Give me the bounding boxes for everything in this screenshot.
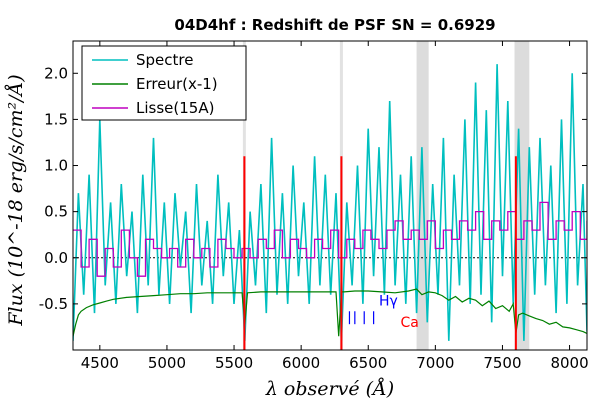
y-tick-label: -0.5 bbox=[39, 295, 68, 313]
x-tick-label: 4500 bbox=[81, 354, 119, 372]
erreur-line bbox=[73, 288, 587, 337]
legend-label: Spectre bbox=[136, 51, 193, 69]
x-axis-ticks: 4500 5000 5500 6000 6500 7000 7500 8000 bbox=[81, 41, 589, 372]
x-tick-label: 5500 bbox=[215, 354, 253, 372]
y-tick-label: 2.0 bbox=[44, 64, 68, 82]
line-annotation: Ca bbox=[400, 315, 418, 331]
x-tick-label: 8000 bbox=[550, 354, 588, 372]
legend: Spectre Erreur(x-1) Lisse(15A) bbox=[81, 45, 247, 121]
y-tick-label: 1.5 bbox=[44, 110, 68, 128]
x-axis-label: λ observé (Å) bbox=[265, 378, 394, 400]
lisse-line bbox=[73, 201, 587, 277]
chart-title: 04D4hf : Redshift de PSF SN = 0.6929 bbox=[174, 16, 495, 34]
x-tick-label: 7500 bbox=[483, 354, 521, 372]
x-tick-label: 5000 bbox=[148, 354, 186, 372]
legend-label: Lisse(15A) bbox=[136, 99, 214, 117]
y-axis-label: Flux (10^-18 erg/s/cm²/Å) bbox=[5, 74, 27, 326]
y-tick-label: 1.0 bbox=[44, 157, 68, 175]
line-annotation: Hγ bbox=[379, 294, 398, 310]
y-tick-label: 0.0 bbox=[44, 249, 68, 267]
x-tick-label: 6000 bbox=[282, 354, 320, 372]
y-tick-label: 0.5 bbox=[44, 203, 68, 221]
x-tick-label: 7000 bbox=[416, 354, 454, 372]
axes-frame bbox=[72, 40, 588, 351]
legend-label: Erreur(x-1) bbox=[136, 75, 218, 93]
x-tick-label: 6500 bbox=[349, 354, 387, 372]
y-axis-ticks: -0.5 0.0 0.5 1.0 1.5 2.0 bbox=[39, 64, 587, 313]
plot-area bbox=[73, 64, 587, 350]
legend-entries: Spectre Erreur(x-1) Lisse(15A) bbox=[92, 51, 218, 117]
